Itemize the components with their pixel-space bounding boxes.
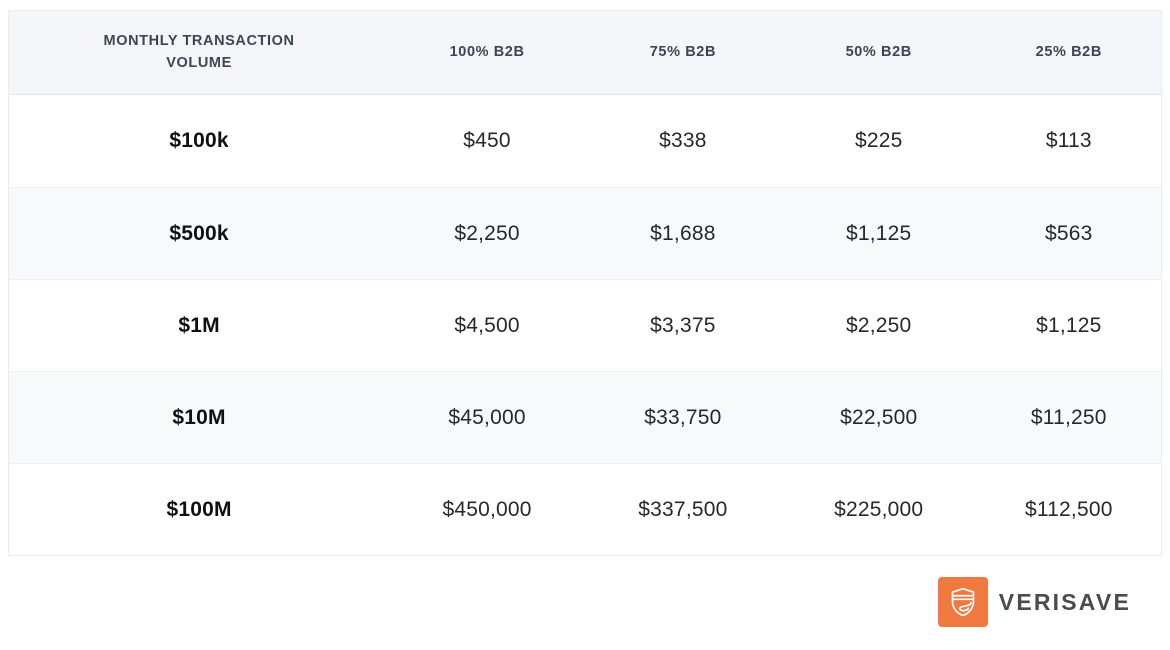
value-cell: $11,250 bbox=[977, 372, 1161, 463]
table-header-row: MONTHLY TRANSACTION VOLUME 100% B2B 75% … bbox=[9, 11, 1161, 95]
table-row: $100M $450,000 $337,500 $225,000 $112,50… bbox=[9, 463, 1161, 555]
table-row: $500k $2,250 $1,688 $1,125 $563 bbox=[9, 187, 1161, 279]
volume-label: $1M bbox=[178, 313, 220, 337]
verisave-logo: VERISAVE bbox=[937, 577, 1131, 627]
row-label-cell: $10M bbox=[9, 372, 389, 463]
amount-value: $22,500 bbox=[840, 405, 918, 429]
branding-row: VERISAVE bbox=[0, 577, 1170, 627]
volume-label: $100M bbox=[166, 497, 232, 521]
row-label-cell: $500k bbox=[9, 188, 389, 279]
amount-value: $1,125 bbox=[1036, 313, 1102, 337]
amount-value: $113 bbox=[1045, 129, 1092, 152]
value-cell: $225,000 bbox=[781, 464, 977, 555]
column-header-label: 50% B2B bbox=[845, 43, 912, 60]
value-cell: $45,000 bbox=[389, 372, 585, 463]
row-label-cell: $100M bbox=[9, 464, 389, 555]
value-cell: $33,750 bbox=[585, 372, 781, 463]
volume-label: $100k bbox=[169, 129, 229, 152]
value-cell: $4,500 bbox=[389, 280, 585, 371]
amount-value: $225,000 bbox=[834, 497, 924, 521]
column-header-label: 25% B2B bbox=[1035, 43, 1102, 60]
amount-value: $112,500 bbox=[1024, 497, 1113, 521]
volume-label: $500k bbox=[169, 221, 229, 245]
header-cell-75-b2b: 75% B2B bbox=[585, 11, 781, 94]
shield-icon bbox=[937, 577, 988, 627]
amount-value: $3,375 bbox=[650, 313, 716, 337]
amount-value: $2,250 bbox=[454, 221, 520, 245]
value-cell: $338 bbox=[585, 95, 781, 187]
value-cell: $450,000 bbox=[389, 464, 585, 555]
amount-value: $45,000 bbox=[448, 405, 526, 429]
amount-value: $337,500 bbox=[638, 497, 728, 521]
table-row: $100k $450 $338 $225 $113 bbox=[9, 95, 1161, 187]
value-cell: $113 bbox=[977, 95, 1161, 187]
value-cell: $112,500 bbox=[977, 464, 1161, 555]
header-cell-25-b2b: 25% B2B bbox=[977, 11, 1161, 94]
header-cell-50-b2b: 50% B2B bbox=[781, 11, 977, 94]
pricing-table: MONTHLY TRANSACTION VOLUME 100% B2B 75% … bbox=[8, 10, 1162, 556]
value-cell: $450 bbox=[389, 95, 585, 187]
column-header-label: 75% B2B bbox=[649, 43, 717, 60]
amount-value: $450,000 bbox=[442, 497, 532, 521]
row-label-cell: $1M bbox=[9, 280, 389, 371]
volume-label: $10M bbox=[172, 405, 226, 429]
amount-value: $11,250 bbox=[1030, 405, 1107, 429]
value-cell: $2,250 bbox=[781, 280, 977, 371]
value-cell: $563 bbox=[977, 188, 1161, 279]
header-cell-volume: MONTHLY TRANSACTION VOLUME bbox=[9, 11, 389, 94]
value-cell: $337,500 bbox=[585, 464, 781, 555]
amount-value: $1,688 bbox=[650, 221, 716, 245]
table-row: $10M $45,000 $33,750 $22,500 $11,250 bbox=[9, 371, 1161, 463]
amount-value: $2,250 bbox=[846, 313, 912, 337]
amount-value: $563 bbox=[1045, 221, 1093, 245]
amount-value: $450 bbox=[463, 129, 511, 152]
value-cell: $1,125 bbox=[781, 188, 977, 279]
value-cell: $3,375 bbox=[585, 280, 781, 371]
value-cell: $225 bbox=[781, 95, 977, 187]
amount-value: $4,500 bbox=[454, 313, 520, 337]
amount-value: $33,750 bbox=[644, 405, 722, 429]
header-cell-100-b2b: 100% B2B bbox=[389, 11, 585, 94]
table-row: $1M $4,500 $3,375 $2,250 $1,125 bbox=[9, 279, 1161, 371]
row-label-cell: $100k bbox=[9, 95, 389, 187]
amount-value: $338 bbox=[659, 129, 707, 152]
value-cell: $1,688 bbox=[585, 188, 781, 279]
value-cell: $2,250 bbox=[389, 188, 585, 279]
column-header-label: MONTHLY TRANSACTION VOLUME bbox=[103, 33, 295, 71]
amount-value: $1,125 bbox=[846, 221, 912, 245]
value-cell: $22,500 bbox=[781, 372, 977, 463]
column-header-label: 100% B2B bbox=[449, 43, 525, 60]
amount-value: $225 bbox=[854, 129, 903, 152]
verisave-wordmark: VERISAVE bbox=[998, 588, 1131, 615]
value-cell: $1,125 bbox=[977, 280, 1161, 371]
